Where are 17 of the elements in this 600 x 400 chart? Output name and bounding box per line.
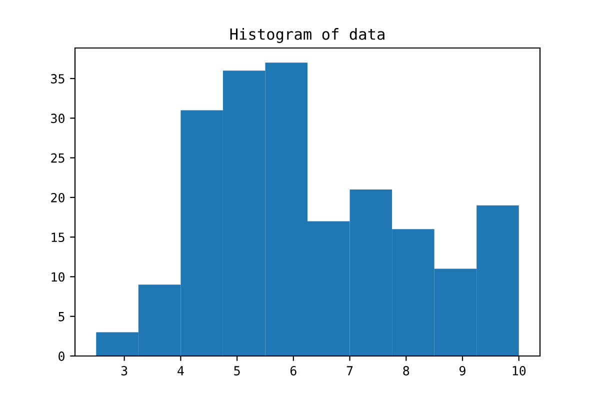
y-tick-label: 10 (52, 272, 64, 282)
x-tick-label: 9 (460, 366, 466, 376)
x-tick-label: 7 (346, 366, 353, 376)
y-tick-label: 25 (51, 153, 64, 163)
y-tick-label: 5 (58, 312, 64, 322)
x-tick-label: 3 (121, 366, 128, 376)
x-tick-label: 10 (512, 366, 526, 376)
x-tick-label: 4 (178, 366, 184, 376)
y-tick-label: 20 (51, 192, 64, 202)
y-tick-label: 0 (58, 352, 64, 361)
y-tick-label: 30 (51, 114, 64, 124)
y-tick-label: 35 (51, 74, 64, 84)
x-tick-label: 6 (290, 366, 296, 376)
y-tick-label: 15 (52, 232, 64, 242)
x-tick-label: 5 (234, 366, 240, 376)
chart-title: Histogram of data (230, 28, 384, 43)
x-tick-label: 8 (403, 366, 410, 376)
